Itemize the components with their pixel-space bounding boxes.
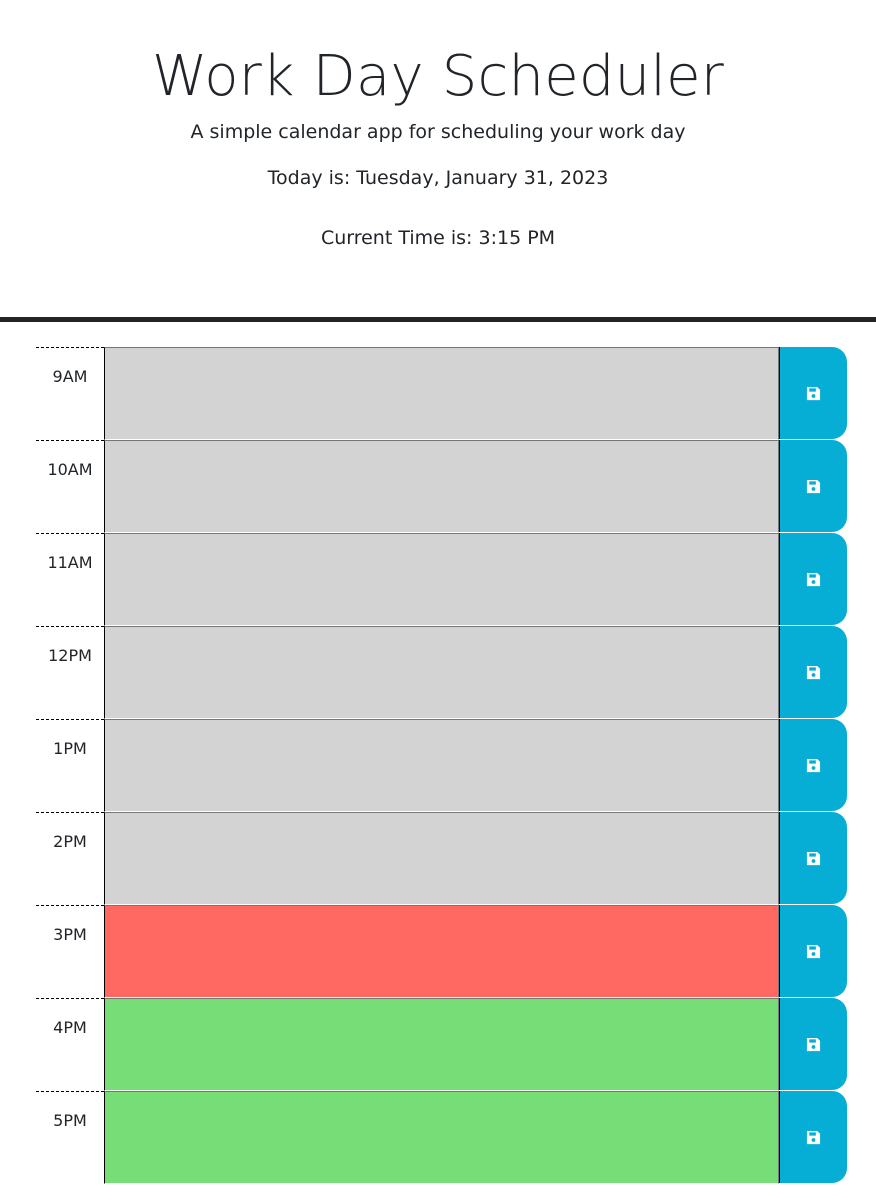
header-divider	[0, 317, 876, 322]
time-block-9am: 9AM	[36, 347, 847, 440]
time-block-4pm: 4PM	[36, 998, 847, 1091]
event-description-input[interactable]	[104, 347, 779, 440]
event-description-input[interactable]	[104, 440, 779, 533]
event-description-input[interactable]	[104, 626, 779, 719]
hour-label: 11AM	[36, 533, 104, 626]
hour-label: 3PM	[36, 905, 104, 998]
save-button[interactable]	[779, 1091, 847, 1183]
hour-label: 12PM	[36, 626, 104, 719]
hour-label: 5PM	[36, 1091, 104, 1184]
save-button[interactable]	[779, 812, 847, 904]
event-description-input[interactable]	[104, 998, 779, 1091]
event-description-input[interactable]	[104, 533, 779, 626]
current-date: Today is: Tuesday, January 31, 2023	[267, 167, 609, 189]
hour-label: 10AM	[36, 440, 104, 533]
time-block-5pm: 5PM	[36, 1091, 847, 1184]
event-description-input[interactable]	[104, 1091, 779, 1184]
save-button[interactable]	[779, 905, 847, 997]
save-button[interactable]	[779, 998, 847, 1090]
save-button[interactable]	[779, 626, 847, 718]
hour-label: 9AM	[36, 347, 104, 440]
floppy-disk-icon	[806, 479, 821, 493]
event-description-input[interactable]	[104, 719, 779, 812]
time-block-11am: 11AM	[36, 533, 847, 626]
time-block-2pm: 2PM	[36, 812, 847, 905]
save-button[interactable]	[779, 347, 847, 439]
floppy-disk-icon	[806, 1130, 821, 1144]
time-block-10am: 10AM	[36, 440, 847, 533]
hour-label: 2PM	[36, 812, 104, 905]
save-button[interactable]	[779, 719, 847, 811]
page-title: Work Day Scheduler	[152, 44, 724, 109]
page-subtitle: A simple calendar app for scheduling you…	[190, 121, 686, 143]
floppy-disk-icon	[806, 851, 821, 865]
floppy-disk-icon	[806, 1037, 821, 1051]
hour-label: 1PM	[36, 719, 104, 812]
event-description-input[interactable]	[104, 812, 779, 905]
save-button[interactable]	[779, 440, 847, 532]
time-block-12pm: 12PM	[36, 626, 847, 719]
event-description-input[interactable]	[104, 905, 779, 998]
time-block-3pm: 3PM	[36, 905, 847, 998]
current-time: Current Time is: 3:15 PM	[320, 227, 556, 249]
floppy-disk-icon	[806, 572, 821, 586]
floppy-disk-icon	[806, 944, 821, 958]
header: Work Day Scheduler A simple calendar app…	[0, 0, 876, 317]
floppy-disk-icon	[806, 665, 821, 679]
time-block-list: 9AM 10AM 11AM	[36, 347, 847, 1184]
save-button[interactable]	[779, 533, 847, 625]
floppy-disk-icon	[806, 758, 821, 772]
time-block-1pm: 1PM	[36, 719, 847, 812]
floppy-disk-icon	[806, 386, 821, 400]
hour-label: 4PM	[36, 998, 104, 1091]
